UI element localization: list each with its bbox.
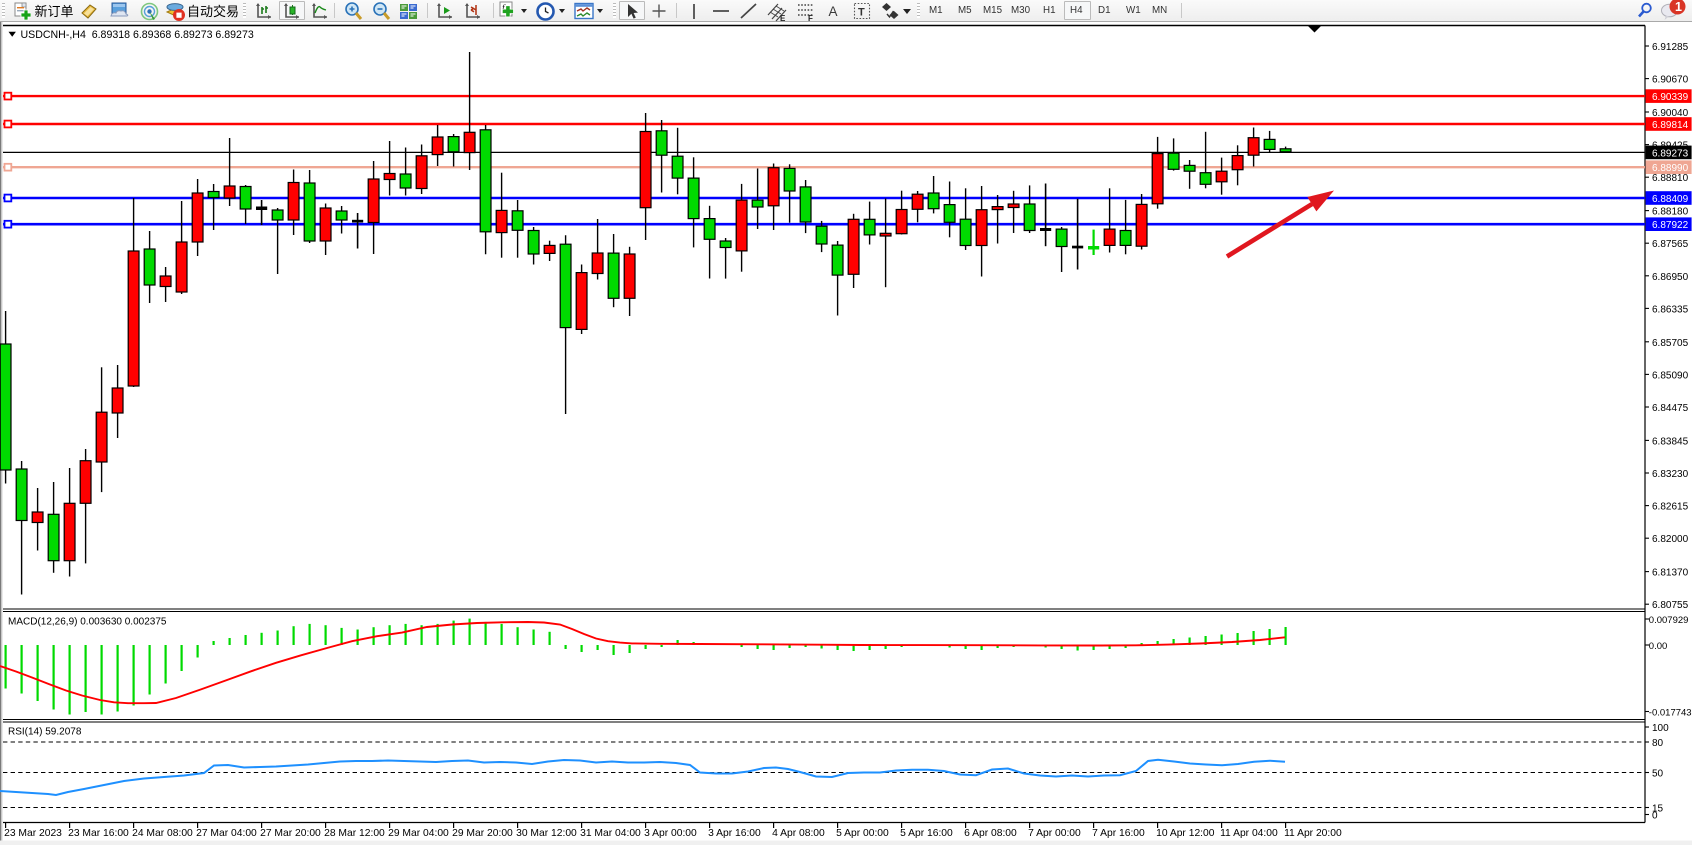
svg-text:T: T: [858, 7, 865, 19]
svg-text:4 Apr 08:00: 4 Apr 08:00: [772, 828, 825, 839]
svg-text:11 Apr 20:00: 11 Apr 20:00: [1284, 828, 1342, 839]
svg-text:3 Apr 00:00: 3 Apr 00:00: [644, 828, 697, 839]
svg-text:0.007929: 0.007929: [1649, 615, 1689, 626]
svg-text:27 Mar 20:00: 27 Mar 20:00: [260, 828, 321, 839]
svg-text:27 Mar 04:00: 27 Mar 04:00: [196, 828, 257, 839]
svg-text:6.82000: 6.82000: [1652, 534, 1689, 545]
svg-text:6.90670: 6.90670: [1652, 75, 1689, 86]
svg-text:6.90040: 6.90040: [1652, 108, 1689, 119]
svg-text:29 Mar 20:00: 29 Mar 20:00: [452, 828, 513, 839]
svg-text:6.80755: 6.80755: [1652, 600, 1689, 611]
svg-text:6.89814: 6.89814: [1652, 120, 1689, 131]
svg-text:6.87565: 6.87565: [1652, 239, 1689, 250]
svg-text:6.88810: 6.88810: [1652, 173, 1689, 184]
svg-text:7 Apr 00:00: 7 Apr 00:00: [1028, 828, 1081, 839]
svg-text:6.86335: 6.86335: [1652, 304, 1689, 315]
svg-text:6.88990: 6.88990: [1652, 163, 1689, 174]
svg-text:5 Apr 16:00: 5 Apr 16:00: [900, 828, 953, 839]
svg-text:6.88409: 6.88409: [1652, 194, 1689, 205]
svg-text:24 Mar 08:00: 24 Mar 08:00: [132, 828, 193, 839]
svg-text:6.90339: 6.90339: [1652, 92, 1689, 103]
svg-text:80: 80: [1652, 738, 1664, 749]
svg-text:31 Mar 04:00: 31 Mar 04:00: [580, 828, 641, 839]
svg-text:11 Apr 04:00: 11 Apr 04:00: [1220, 828, 1278, 839]
svg-text:23 Mar 2023: 23 Mar 2023: [4, 828, 62, 839]
svg-text:5 Apr 00:00: 5 Apr 00:00: [836, 828, 889, 839]
svg-text:23 Mar 16:00: 23 Mar 16:00: [68, 828, 129, 839]
svg-text:6.86950: 6.86950: [1652, 272, 1689, 283]
svg-text:MACD(12,26,9) 0.003630 0.00237: MACD(12,26,9) 0.003630 0.002375: [8, 617, 167, 628]
svg-text:6.82615: 6.82615: [1652, 502, 1689, 513]
svg-text:6.88180: 6.88180: [1652, 207, 1689, 218]
svg-text:6.81370: 6.81370: [1652, 568, 1689, 579]
svg-text:0.00: 0.00: [1649, 641, 1668, 652]
svg-text:6.85705: 6.85705: [1652, 338, 1689, 349]
svg-text:6.85090: 6.85090: [1652, 370, 1689, 381]
svg-text:6.87922: 6.87922: [1652, 220, 1689, 231]
svg-text:-0.017743: -0.017743: [1649, 707, 1692, 718]
svg-text:30 Mar 12:00: 30 Mar 12:00: [516, 828, 577, 839]
svg-text:6.91285: 6.91285: [1652, 42, 1689, 53]
svg-text:0: 0: [1652, 811, 1658, 822]
svg-text:6.83845: 6.83845: [1652, 436, 1689, 447]
svg-text:50: 50: [1652, 769, 1664, 780]
svg-text:1: 1: [1675, 0, 1682, 14]
svg-text:100: 100: [1652, 723, 1669, 734]
svg-text:RSI(14) 59.2078: RSI(14) 59.2078: [8, 727, 82, 738]
svg-text:29 Mar 04:00: 29 Mar 04:00: [388, 828, 449, 839]
svg-text:10 Apr 12:00: 10 Apr 12:00: [1156, 828, 1215, 839]
svg-text:6.83230: 6.83230: [1652, 469, 1689, 480]
svg-text:6.84475: 6.84475: [1652, 403, 1689, 414]
svg-text:6.89273: 6.89273: [1652, 148, 1689, 159]
svg-text:7 Apr 16:00: 7 Apr 16:00: [1092, 828, 1145, 839]
svg-text:3 Apr 16:00: 3 Apr 16:00: [708, 828, 761, 839]
svg-text:f: f: [502, 3, 506, 13]
svg-text:F: F: [808, 14, 813, 22]
svg-text:USDCNH-,H4 6.89318 6.89368 6.: USDCNH-,H4 6.89318 6.89368 6.89273 6.892…: [21, 29, 254, 41]
svg-text:6 Apr 08:00: 6 Apr 08:00: [964, 828, 1017, 839]
svg-text:15: 15: [1652, 804, 1664, 815]
svg-text:28 Mar 12:00: 28 Mar 12:00: [324, 828, 385, 839]
svg-text:E: E: [780, 14, 786, 22]
